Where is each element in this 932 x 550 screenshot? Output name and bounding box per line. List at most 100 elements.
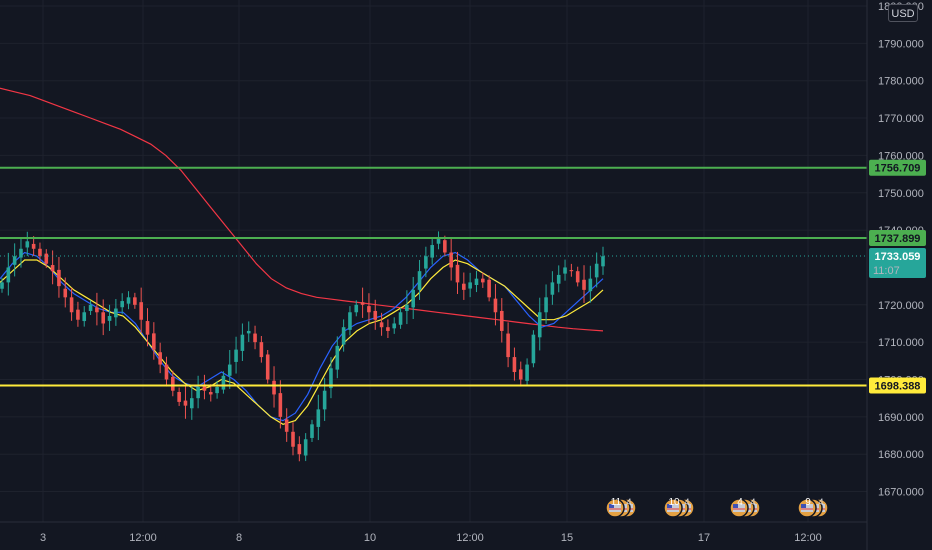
candle-body <box>246 330 251 334</box>
candle-body <box>525 364 529 381</box>
candle-body <box>341 327 346 345</box>
candle-body <box>518 369 523 380</box>
y-tick-label: 1770.000 <box>878 113 924 125</box>
y-tick-label: 1760.000 <box>878 150 924 162</box>
y-tick-label: 1790.000 <box>878 38 924 50</box>
candle-body <box>12 256 17 265</box>
x-tick-label: 12:00 <box>129 532 157 544</box>
candle-body <box>537 312 542 338</box>
candle-body <box>563 267 567 274</box>
candle-body <box>348 312 352 330</box>
candle-body <box>316 409 321 427</box>
candle-body <box>329 368 333 389</box>
candles <box>0 231 605 462</box>
candle-body <box>234 349 238 362</box>
candle-body <box>215 386 219 394</box>
y-tick-label: 1670.000 <box>878 487 924 499</box>
candle-body <box>189 398 194 409</box>
horizontal-levels[interactable] <box>0 166 867 387</box>
candle-body <box>322 390 327 410</box>
candle-body <box>474 278 479 286</box>
currency-button[interactable]: USD <box>888 4 918 22</box>
candle-body <box>499 310 504 331</box>
event-extra: 4 <box>818 497 823 507</box>
economic-event-badge[interactable]: 11 4 <box>605 497 637 518</box>
grid <box>0 0 867 522</box>
candle-body <box>265 354 270 380</box>
candle-body <box>25 241 30 248</box>
x-tick-label: 12:00 <box>794 532 822 544</box>
candle-body <box>6 267 11 283</box>
candle-body <box>468 282 472 289</box>
candle-body <box>462 283 466 290</box>
candle-body <box>601 256 605 267</box>
candle-body <box>152 333 156 350</box>
candle-body <box>120 301 124 308</box>
economic-events[interactable]: 11 4 10 4 4 4 9 4 <box>605 497 829 518</box>
candle-body <box>506 333 510 358</box>
candle-body <box>487 279 491 298</box>
candle-body <box>278 393 283 417</box>
event-extra: 4 <box>684 497 689 507</box>
candle-body <box>512 357 517 373</box>
y-tick-label: 1780.000 <box>878 76 924 88</box>
candle-body <box>310 424 314 438</box>
candle-body <box>164 364 169 380</box>
event-count: 9 <box>805 497 811 508</box>
candle-body <box>221 375 226 390</box>
candle-body <box>19 248 23 258</box>
candle-body <box>272 380 276 395</box>
y-tick-label: 1750.000 <box>878 188 924 200</box>
level-price-tag <box>869 229 926 246</box>
candle-body <box>360 302 365 305</box>
candle-body <box>38 248 42 257</box>
candle-body <box>405 304 409 311</box>
candle-body <box>481 278 485 283</box>
candle-body <box>297 444 302 455</box>
candle-body <box>259 342 264 358</box>
last-price-tag <box>869 248 926 279</box>
candle-body <box>31 243 36 249</box>
candle-body <box>171 376 175 391</box>
level-price-tag <box>869 159 926 176</box>
candle-body <box>240 334 245 351</box>
candle-body <box>575 271 580 283</box>
event-count: 11 <box>611 497 622 508</box>
candle-body <box>436 237 441 244</box>
candle-body <box>417 271 422 290</box>
candle-body <box>183 400 188 406</box>
level-price-tag <box>869 377 926 394</box>
candle-body <box>443 240 447 253</box>
candle-body <box>392 323 397 329</box>
candle-body <box>208 392 213 395</box>
price-axis[interactable]: 1800.0001790.0001780.0001770.0001760.000… <box>869 1 926 499</box>
y-tick-label: 1710.000 <box>878 337 924 349</box>
candle-body <box>449 252 453 268</box>
candle-body <box>335 345 340 370</box>
economic-event-badge[interactable]: 10 4 <box>663 497 695 518</box>
candle-body <box>367 306 371 313</box>
x-tick-label: 3 <box>40 532 46 544</box>
candle-body <box>373 310 378 320</box>
time-axis[interactable]: 3 12:00 8 10 12:00 15 17 12:00 <box>40 532 822 544</box>
candle-body <box>57 269 61 287</box>
candle-body <box>196 386 200 399</box>
candle-body <box>88 304 93 311</box>
candle-body <box>69 297 74 313</box>
candle-body <box>455 264 460 283</box>
candle-body <box>411 289 416 308</box>
event-count: 4 <box>737 497 743 508</box>
candle-body <box>303 439 308 456</box>
candle-body <box>82 312 87 322</box>
candle-body <box>430 245 434 258</box>
candle-body <box>227 364 232 376</box>
candle-body <box>76 309 80 320</box>
candle-body <box>424 256 428 269</box>
event-count: 10 <box>668 497 680 508</box>
candle-body <box>556 274 561 284</box>
candle-body <box>544 297 548 313</box>
